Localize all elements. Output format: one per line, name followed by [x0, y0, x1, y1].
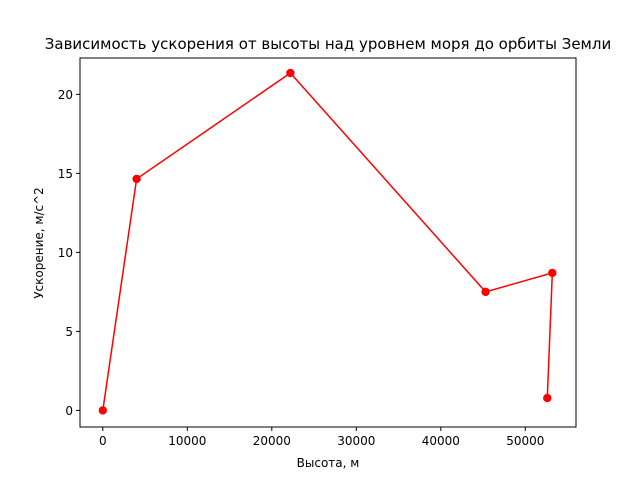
data-point [548, 268, 557, 278]
axis-ticks: 0 10000 20000 30000 40000 50000 0 5 10 15 20 [58, 88, 545, 448]
x-tick-label: 20000 [253, 434, 291, 448]
x-tick-label: 10000 [168, 434, 206, 448]
y-axis-label: Ускорение, м/с^2 [32, 187, 46, 299]
y-tick-label: 15 [58, 167, 73, 181]
data-point [481, 287, 490, 297]
x-tick-label: 40000 [422, 434, 460, 448]
x-tick-label: 0 [99, 434, 107, 448]
plot-frame [79, 57, 577, 428]
x-tick-label: 50000 [506, 434, 544, 448]
chart-title: Зависимость ускорения от высоты над уров… [45, 35, 611, 53]
series-layer [98, 68, 557, 415]
data-point [98, 406, 108, 415]
y-tick-label: 5 [65, 325, 73, 339]
y-tick-label: 10 [58, 246, 73, 260]
data-point [543, 393, 552, 403]
data-point [286, 68, 295, 78]
y-tick-label: 0 [65, 404, 73, 418]
y-tick-label: 20 [58, 88, 73, 102]
series-line [102, 72, 554, 411]
data-point [132, 174, 141, 184]
x-tick-label: 30000 [337, 434, 375, 448]
x-axis-label: Высота, м [297, 456, 360, 470]
